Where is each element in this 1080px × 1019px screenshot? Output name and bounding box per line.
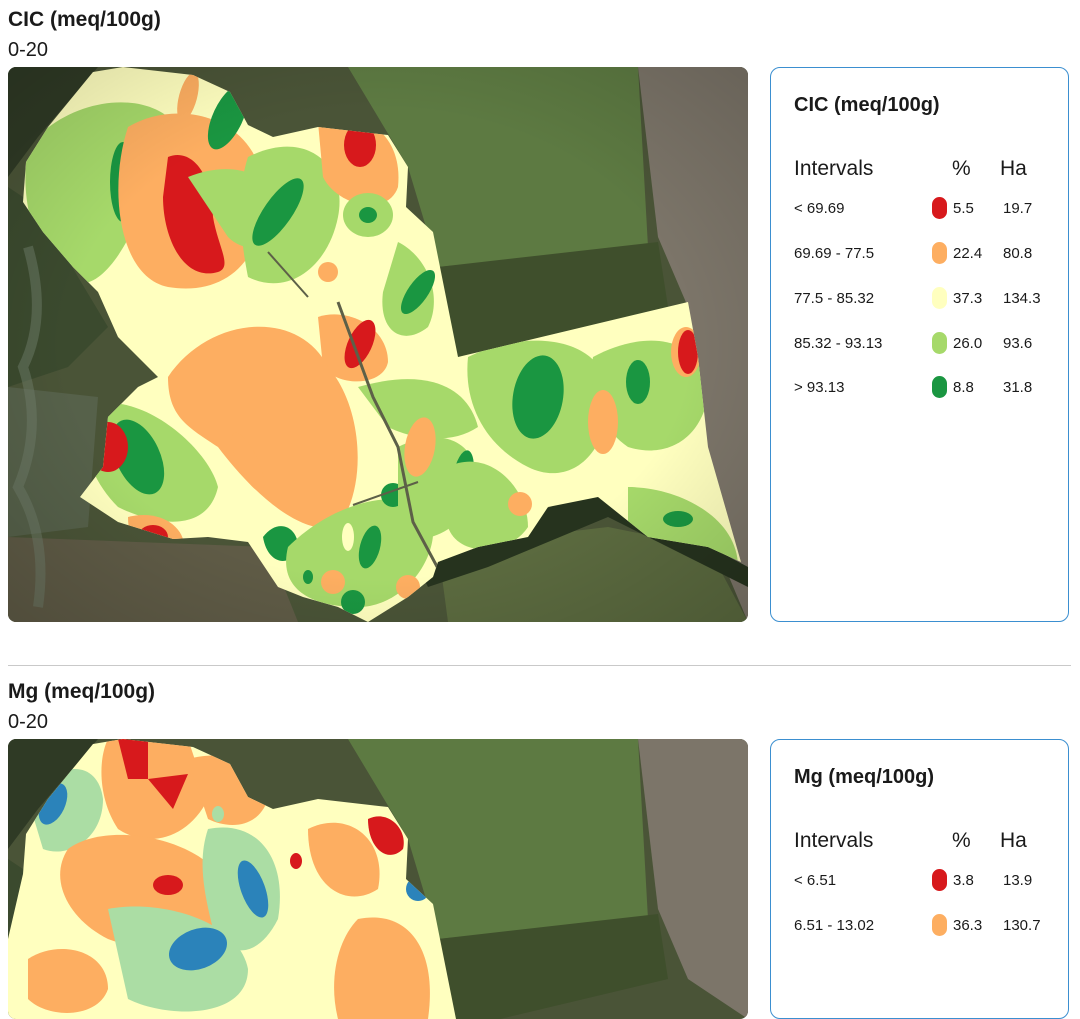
section-title: Mg (meq/100g) (8, 680, 156, 703)
ha-value: 80.8 (1003, 245, 1033, 262)
ha-value: 134.3 (1003, 290, 1041, 307)
percent-value: 37.3 (953, 290, 983, 307)
legend-row: 6.51 - 13.02 36.3 130.7 (771, 913, 1068, 939)
ha-value: 130.7 (1003, 917, 1041, 934)
mg-section: Mg (meq/100g) 0-20 (0, 672, 1080, 1019)
intervals-header: Intervals (794, 157, 874, 180)
ha-value: 13.9 (1003, 872, 1033, 889)
ha-value: 19.7 (1003, 200, 1033, 217)
legend-row: 69.69 - 77.5 22.4 80.8 (771, 241, 1068, 267)
percent-value: 26.0 (953, 335, 983, 352)
color-swatch (932, 332, 947, 354)
percent-value: 36.3 (953, 917, 983, 934)
legend-row: > 93.13 8.8 31.8 (771, 375, 1068, 401)
cic-legend-panel: CIC (meq/100g) Intervals % Ha < 69.69 5.… (770, 67, 1069, 622)
interval-label: < 69.69 (794, 200, 845, 217)
mg-map[interactable] (8, 739, 748, 1019)
mg-legend-panel: Mg (meq/100g) Intervals % Ha < 6.51 3.8 … (770, 739, 1069, 1019)
depth-label: 0-20 (8, 711, 49, 733)
color-swatch (932, 287, 947, 309)
ha-header: Ha (1000, 829, 1027, 852)
depth-label: 0-20 (8, 39, 49, 61)
color-swatch (932, 197, 947, 219)
cic-map-canvas (8, 67, 748, 622)
section-title: CIC (meq/100g) (8, 8, 161, 31)
ha-header: Ha (1000, 157, 1027, 180)
intervals-header: Intervals (794, 829, 874, 852)
interval-label: 85.32 - 93.13 (794, 335, 883, 352)
legend-title: Mg (meq/100g) (794, 766, 935, 788)
color-swatch (932, 242, 947, 264)
interval-label: 6.51 - 13.02 (794, 917, 875, 934)
interval-label: 69.69 - 77.5 (794, 245, 875, 262)
ha-value: 31.8 (1003, 379, 1033, 396)
legend-row: 85.32 - 93.13 26.0 93.6 (771, 331, 1068, 357)
percent-value: 5.5 (953, 200, 974, 217)
cic-map[interactable] (8, 67, 748, 622)
ha-value: 93.6 (1003, 335, 1033, 352)
color-swatch (932, 869, 947, 891)
percent-header: % (952, 157, 971, 180)
percent-value: 8.8 (953, 379, 974, 396)
color-swatch (932, 376, 947, 398)
interval-label: 77.5 - 85.32 (794, 290, 875, 307)
legend-row: < 69.69 5.5 19.7 (771, 196, 1068, 222)
interval-label: > 93.13 (794, 379, 845, 396)
legend-row: < 6.51 3.8 13.9 (771, 868, 1068, 894)
section-divider (8, 665, 1071, 666)
percent-header: % (952, 829, 971, 852)
legend-title: CIC (meq/100g) (794, 94, 940, 116)
interval-label: < 6.51 (794, 872, 837, 889)
color-swatch (932, 914, 947, 936)
legend-row: 77.5 - 85.32 37.3 134.3 (771, 286, 1068, 312)
percent-value: 3.8 (953, 872, 974, 889)
mg-map-canvas (8, 739, 748, 1019)
percent-value: 22.4 (953, 245, 983, 262)
